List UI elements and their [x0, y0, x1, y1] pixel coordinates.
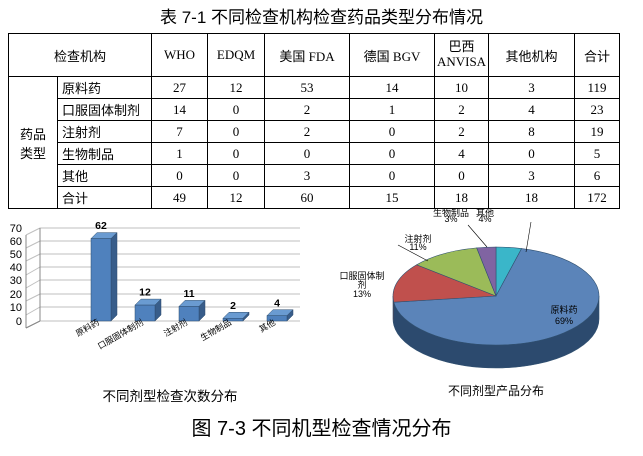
svg-text:50: 50	[10, 249, 22, 261]
svg-text:2: 2	[230, 300, 236, 312]
svg-text:4%: 4%	[478, 214, 491, 224]
svg-text:不同剂型产品分布: 不同剂型产品分布	[448, 383, 544, 398]
svg-text:10: 10	[10, 302, 22, 314]
svg-text:70: 70	[10, 223, 22, 235]
svg-text:原料药: 原料药	[74, 317, 101, 338]
svg-text:60: 60	[10, 236, 22, 248]
svg-text:40: 40	[10, 262, 22, 274]
svg-text:13%: 13%	[353, 289, 371, 299]
svg-text:11: 11	[183, 288, 194, 300]
svg-text:不同剂型检查次数分布: 不同剂型检查次数分布	[103, 389, 238, 404]
svg-text:11%: 11%	[409, 242, 426, 252]
svg-text:4: 4	[274, 297, 280, 309]
svg-text:20: 20	[10, 289, 22, 301]
svg-text:3%: 3%	[444, 214, 457, 224]
svg-text:30: 30	[10, 275, 22, 287]
svg-text:口服固体制剂: 口服固体制剂	[96, 317, 145, 351]
svg-text:62: 62	[95, 220, 107, 232]
svg-text:原料药: 原料药	[550, 304, 577, 315]
svg-text:注射剂: 注射剂	[162, 317, 189, 338]
svg-text:69%: 69%	[555, 316, 573, 326]
svg-text:12: 12	[139, 287, 151, 299]
svg-text:0: 0	[16, 316, 22, 328]
